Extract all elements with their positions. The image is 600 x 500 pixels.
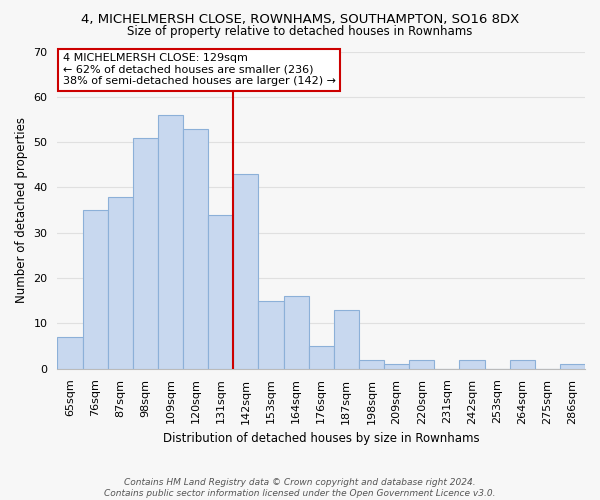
- Bar: [158, 115, 183, 369]
- Text: Contains HM Land Registry data © Crown copyright and database right 2024.
Contai: Contains HM Land Registry data © Crown c…: [104, 478, 496, 498]
- Bar: [107, 196, 133, 369]
- Bar: [334, 310, 359, 369]
- Bar: [384, 364, 409, 369]
- Bar: [233, 174, 259, 369]
- Bar: [208, 214, 233, 369]
- Text: 4, MICHELMERSH CLOSE, ROWNHAMS, SOUTHAMPTON, SO16 8DX: 4, MICHELMERSH CLOSE, ROWNHAMS, SOUTHAMP…: [81, 12, 519, 26]
- Bar: [183, 128, 208, 369]
- Bar: [560, 364, 585, 369]
- Bar: [509, 360, 535, 369]
- Bar: [359, 360, 384, 369]
- Bar: [133, 138, 158, 369]
- X-axis label: Distribution of detached houses by size in Rownhams: Distribution of detached houses by size …: [163, 432, 479, 445]
- Bar: [83, 210, 107, 369]
- Bar: [58, 337, 83, 369]
- Bar: [284, 296, 308, 369]
- Bar: [409, 360, 434, 369]
- Bar: [460, 360, 485, 369]
- Text: 4 MICHELMERSH CLOSE: 129sqm
← 62% of detached houses are smaller (236)
38% of se: 4 MICHELMERSH CLOSE: 129sqm ← 62% of det…: [62, 53, 335, 86]
- Bar: [259, 301, 284, 369]
- Text: Size of property relative to detached houses in Rownhams: Size of property relative to detached ho…: [127, 25, 473, 38]
- Y-axis label: Number of detached properties: Number of detached properties: [15, 117, 28, 303]
- Bar: [308, 346, 334, 369]
